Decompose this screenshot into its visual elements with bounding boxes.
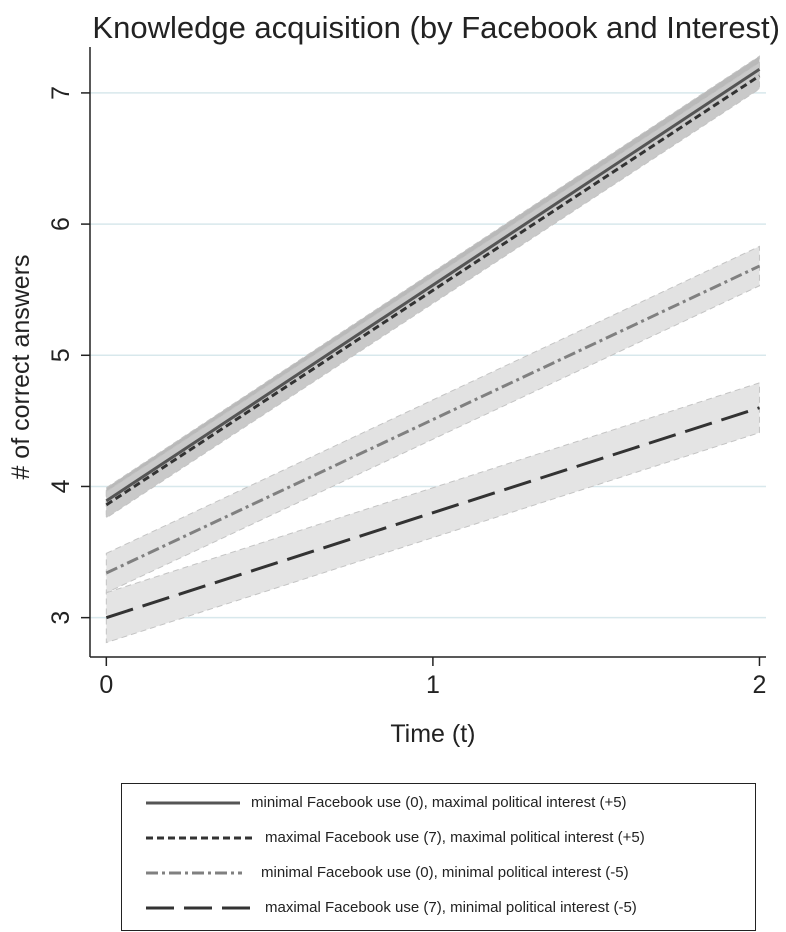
series-line xyxy=(105,68,761,503)
legend: minimal Facebook use (0), maximal politi… xyxy=(121,783,756,931)
x-tick-label: 0 xyxy=(99,671,113,699)
legend-swatch xyxy=(146,906,254,910)
legend-label: minimal Facebook use (0), maximal politi… xyxy=(251,794,627,811)
series-line xyxy=(105,74,761,507)
confidence-band xyxy=(105,245,760,594)
legend-label: maximal Facebook use (7), minimal politi… xyxy=(265,899,637,916)
x-tick-label: 1 xyxy=(426,671,440,699)
legend-item: minimal Facebook use (0), maximal politi… xyxy=(122,791,755,815)
series-line xyxy=(105,264,761,575)
x-tick-label: 2 xyxy=(753,671,767,699)
legend-swatch xyxy=(146,836,254,840)
legend-item: minimal Facebook use (0), minimal politi… xyxy=(122,861,755,885)
y-tick-label: 5 xyxy=(47,348,75,362)
legend-item: maximal Facebook use (7), minimal politi… xyxy=(122,896,755,920)
y-tick-label: 7 xyxy=(47,86,75,100)
legend-swatch xyxy=(146,871,242,875)
legend-item: maximal Facebook use (7), maximal politi… xyxy=(122,826,755,850)
y-tick-label: 6 xyxy=(47,217,75,231)
y-tick-label: 3 xyxy=(47,611,75,625)
legend-swatch xyxy=(146,801,240,805)
legend-label: maximal Facebook use (7), maximal politi… xyxy=(265,829,645,846)
legend-label: minimal Facebook use (0), minimal politi… xyxy=(261,864,629,881)
y-axis-label: # of correct answers xyxy=(7,254,35,479)
line-chart: 3 4 5 6 7 0 1 2 Time (t) # of correct answers xyxy=(7,47,767,748)
series-line xyxy=(105,406,760,620)
y-tick-label: 4 xyxy=(47,479,75,493)
chart-title: Knowledge acquisition (by Facebook and I… xyxy=(92,10,780,45)
x-axis-label: Time (t) xyxy=(390,720,475,748)
